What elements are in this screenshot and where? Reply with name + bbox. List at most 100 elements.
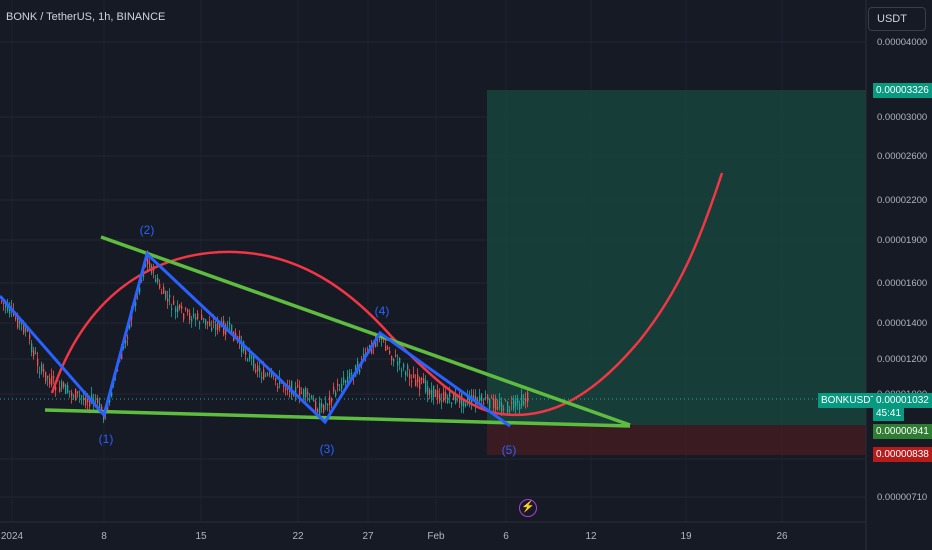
candle-body	[79, 394, 81, 396]
candle-body	[19, 320, 21, 324]
curve-pattern-arc[interactable]	[50, 172, 724, 417]
candle-body	[283, 386, 285, 388]
candle-body	[165, 291, 167, 299]
candle-body	[415, 379, 417, 386]
candle-body	[399, 357, 401, 364]
candle-body	[453, 393, 455, 400]
candle-body	[61, 381, 63, 388]
candle-body	[45, 371, 47, 382]
candle-body	[311, 395, 313, 399]
candle-body	[201, 314, 203, 320]
candle-body	[193, 313, 195, 317]
candle-body	[159, 283, 161, 288]
candle-body	[41, 364, 43, 372]
candle-body	[405, 371, 407, 376]
candle-body	[393, 358, 395, 362]
candle-body	[347, 376, 349, 384]
candle-body	[423, 378, 425, 384]
candle-body	[305, 388, 307, 398]
candle-body	[417, 374, 419, 383]
candle-body	[39, 372, 41, 374]
candle-body	[55, 387, 57, 391]
candle-body	[125, 339, 127, 344]
candle-body	[319, 403, 321, 416]
candle-body	[161, 292, 163, 294]
candle-body	[203, 317, 205, 320]
candle-body	[441, 400, 443, 402]
candle-body	[89, 400, 91, 407]
candle-body	[29, 334, 31, 340]
candle-body	[329, 395, 331, 405]
candle-body	[181, 306, 183, 309]
target-price-tag: 0.00003326	[873, 83, 932, 98]
time-scale[interactable]: 2024 8 15 22 27 Feb 6 12 19 26	[1, 531, 788, 542]
candle-body	[179, 304, 181, 309]
candle-body	[63, 382, 65, 387]
price-tick: 0.00003000	[877, 112, 927, 123]
candle-body	[255, 369, 257, 372]
candle-body	[483, 402, 485, 405]
candle-body	[445, 392, 447, 399]
candle-body	[23, 324, 25, 334]
candle-body	[341, 384, 343, 389]
candle-body	[443, 391, 445, 401]
candle-body	[195, 317, 197, 320]
candle-body	[1, 301, 3, 303]
candle-body	[217, 321, 219, 330]
candle-body	[199, 322, 201, 324]
currency-button[interactable]: USDT	[868, 7, 926, 31]
candle-body	[367, 349, 369, 351]
price-tick: 0.00001200	[877, 354, 927, 365]
candle-body	[111, 391, 113, 397]
candle-body	[433, 385, 435, 398]
candle-body	[413, 374, 415, 379]
candle-body	[465, 403, 467, 406]
candle-body	[419, 378, 421, 390]
candle-body	[333, 387, 335, 392]
candle-body	[505, 400, 507, 402]
candle-body	[495, 399, 497, 410]
candle-body	[293, 395, 295, 397]
price-tick: 0.00000710	[877, 492, 927, 503]
countdown-tag: 45:41	[873, 406, 905, 421]
candle-body	[275, 378, 277, 381]
symbol-title: BONK / TetherUS, 1h, BINANCE	[6, 11, 166, 23]
candle-body	[507, 401, 509, 413]
candle-body	[515, 400, 517, 407]
candle-body	[117, 369, 119, 372]
wave-labels: (1) (2) (3) (4) (5)	[99, 223, 517, 457]
candle-body	[189, 312, 191, 321]
candle-body	[467, 396, 469, 401]
wave-label: (5)	[502, 443, 517, 457]
candle-body	[85, 397, 87, 406]
entry-price-tag: 0.00000941	[873, 424, 932, 439]
candle-body	[95, 401, 97, 403]
candle-body	[253, 355, 255, 369]
candle-body	[339, 389, 341, 391]
time-tick: 6	[503, 531, 509, 542]
candle-body	[499, 400, 501, 407]
candle-body	[15, 317, 17, 320]
wave-label: (1)	[99, 432, 114, 446]
candle-body	[185, 308, 187, 310]
candle-body	[383, 338, 385, 341]
candle-body	[71, 392, 73, 397]
upper-trendline[interactable]	[100, 235, 631, 427]
candle-body	[99, 402, 101, 411]
candle-body	[431, 389, 433, 398]
candle-body	[231, 324, 233, 334]
candle-body	[147, 256, 149, 264]
candle-body	[461, 393, 463, 406]
candle-body	[525, 398, 527, 402]
candle-body	[345, 380, 347, 383]
candle-body	[297, 385, 299, 387]
candle-body	[157, 277, 159, 283]
lower-trendline[interactable]	[44, 408, 631, 428]
candle-body	[479, 395, 481, 402]
lightning-icon[interactable]: ⚡	[519, 499, 537, 517]
time-tick: Feb	[427, 531, 445, 542]
candle-body	[427, 386, 429, 395]
elliott-wave-path[interactable]	[0, 251, 511, 428]
candle-body	[177, 305, 179, 313]
